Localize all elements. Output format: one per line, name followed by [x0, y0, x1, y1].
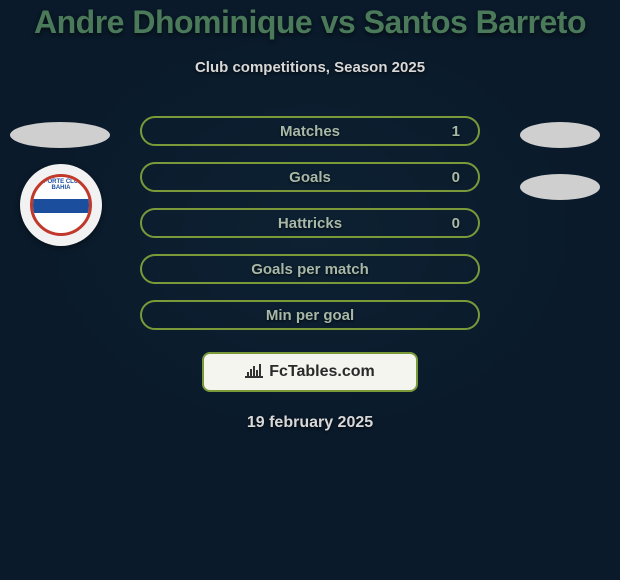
club-badge-inner: ESPORTE CLUBE BAHIA [30, 174, 92, 236]
club-badge-label: ESPORTE CLUBE BAHIA [33, 179, 89, 191]
source-badge[interactable]: FcTables.com [202, 352, 418, 392]
player-placeholder-left [10, 122, 110, 148]
stat-value: 0 [452, 215, 460, 232]
page-title: Andre Dhominique vs Santos Barreto [34, 4, 586, 41]
stat-value: 0 [452, 169, 460, 186]
player-placeholder-right-2 [520, 174, 600, 200]
stat-label: Goals per match [251, 261, 369, 278]
club-badge-band [33, 199, 89, 213]
stat-label: Matches [280, 123, 340, 140]
stat-row-min-per-goal: Min per goal [140, 300, 480, 330]
stat-row-matches: Matches 1 [140, 116, 480, 146]
page-subtitle: Club competitions, Season 2025 [195, 59, 425, 76]
source-badge-text: FcTables.com [269, 363, 375, 381]
player-placeholder-right-1 [520, 122, 600, 148]
stat-label: Goals [289, 169, 331, 186]
bar-chart-icon [245, 364, 263, 381]
stat-label: Min per goal [266, 307, 354, 324]
stat-value: 1 [452, 123, 460, 140]
stat-label: Hattricks [278, 215, 342, 232]
date-label: 19 february 2025 [247, 414, 373, 432]
stat-row-goals-per-match: Goals per match [140, 254, 480, 284]
stat-row-hattricks: Hattricks 0 [140, 208, 480, 238]
stat-row-goals: Goals 0 [140, 162, 480, 192]
club-badge: ESPORTE CLUBE BAHIA [20, 164, 102, 246]
stats-region: ESPORTE CLUBE BAHIA Matches 1 Goals 0 Ha… [0, 116, 620, 432]
main-container: Andre Dhominique vs Santos Barreto Club … [0, 0, 620, 580]
